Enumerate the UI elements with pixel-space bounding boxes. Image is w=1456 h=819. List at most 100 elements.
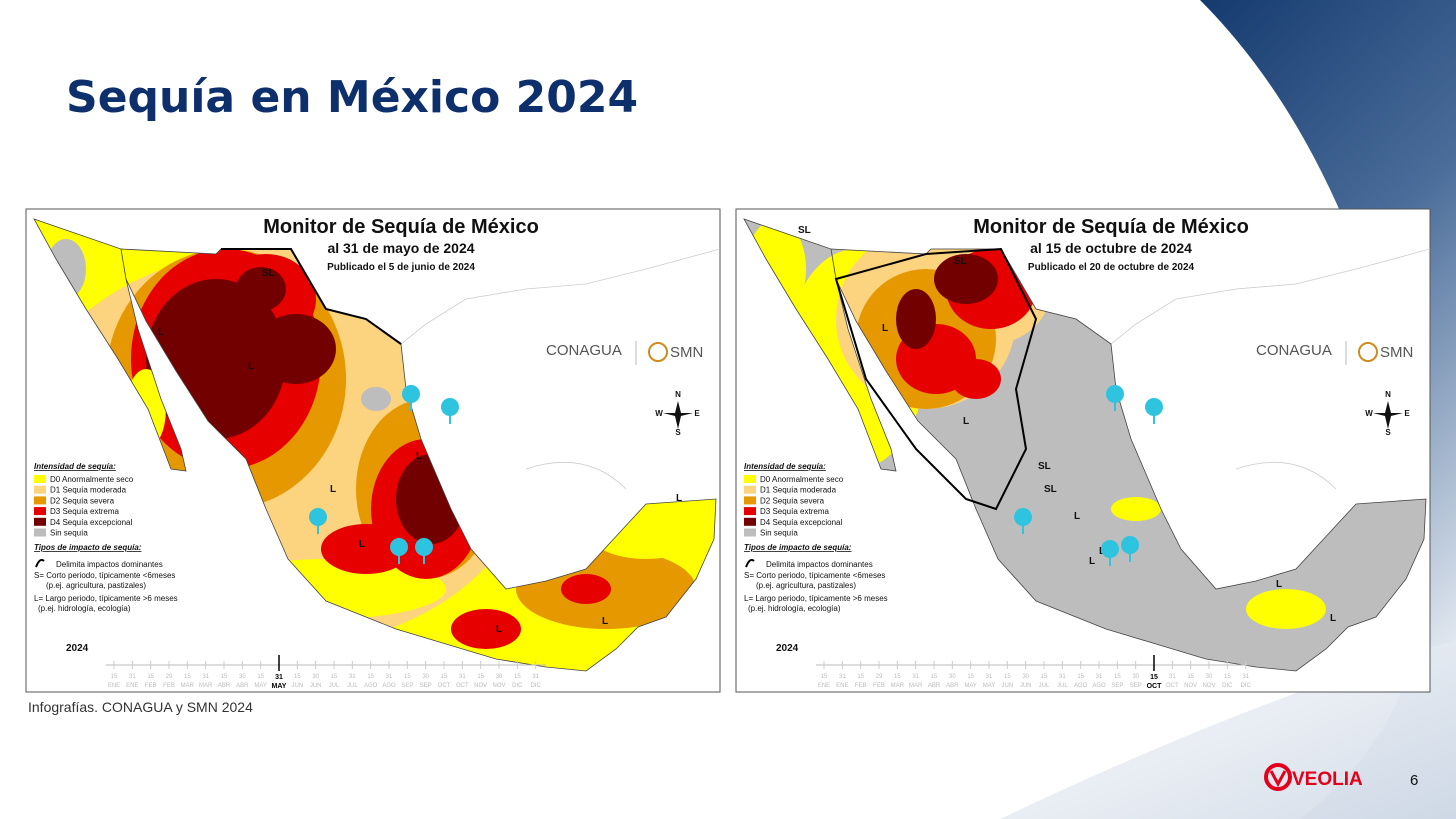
drought-area [236,267,286,311]
pin [1145,398,1163,416]
timeline-month: AGO [382,683,396,689]
timeline-month: JUN [1001,683,1013,689]
region-label: L [1276,579,1282,590]
timeline-day: 30 [1022,674,1029,680]
legend-label: D0 Anormalmente seco [760,475,844,484]
map-published: Publicado el 5 de junio de 2024 [327,262,475,273]
legend-swatch [34,528,46,537]
timeline-day: 31 [459,674,466,680]
timeline-day: 29 [876,674,883,680]
timeline-day: 31 [986,674,993,680]
drought-area [361,387,391,411]
timeline-day: 15 [184,674,191,680]
current-day: 15 [1150,674,1158,681]
timeline-month: ABR [928,683,941,689]
timeline-month: JUN [310,683,322,689]
compass-letter: S [1385,428,1391,437]
map-date: al 31 de mayo de 2024 [327,240,474,256]
legend-swatch [744,528,756,537]
logo-smn: SMN [670,344,703,361]
pin [441,398,459,416]
timeline-year: 2024 [66,643,89,654]
timeline-day: 15 [1077,674,1084,680]
timeline-month: JUL [1057,683,1068,689]
timeline-day: 15 [257,674,264,680]
impact-text: (p.ej. agricultura, pastizales) [756,581,856,590]
timeline-month: NOV [1202,683,1215,689]
timeline-month: NOV [492,683,505,689]
region-label: L [158,327,164,338]
region-label: SL [1038,461,1051,472]
region-label: L [248,361,254,372]
drought-map: SL L L L L L L L L Monitor de Sequía de México al … [25,208,721,693]
timeline-month: SEP [1130,683,1142,689]
decor-arc [1200,0,1456,819]
timeline-month: AGO [1074,683,1088,689]
drought-area [256,314,336,384]
timeline-day: 31 [912,674,919,680]
map-title: Monitor de Sequía de México [263,216,539,238]
timeline-month: DIC [530,683,541,689]
drought-area [1246,589,1326,629]
caption: Infografías. CONAGUA y SMN 2024 [28,699,253,715]
timeline-month: JUN [291,683,303,689]
timeline-month: OCT [1166,683,1179,689]
compass-letter: W [655,409,663,418]
timeline-day: 30 [1132,674,1139,680]
impact-text: (p.ej. hidrología, ecología) [38,604,131,613]
impact-text: Delimita impactos dominantes [56,560,163,569]
current-bg [1142,672,1166,691]
timeline-month: NOV [474,683,487,689]
legend-swatch [34,517,46,526]
timeline-month: MAY [964,683,977,689]
pin [1121,536,1139,554]
timeline-month: ENE [836,683,848,689]
timeline-day: 15 [404,674,411,680]
compass [663,401,693,429]
timeline-month: DIC [512,683,523,689]
current-month: MAY [272,683,287,690]
legend-swatch [34,507,46,516]
region-label: L [882,323,888,334]
drought-area [951,359,1001,399]
region-label: L [963,416,969,427]
impact-text: (p.ej. hidrología, ecología) [748,604,841,613]
timeline-day: 30 [422,674,429,680]
timeline-month: SEP [420,683,432,689]
drought-map: SLSLLLSLSLLLLLLMonitor de Sequía de Méxi… [735,208,1431,693]
timeline-month: NOV [1184,683,1197,689]
timeline-day: 31 [1242,674,1249,680]
legend-label: D4 Sequía excepcional [760,518,843,527]
legend-swatch [34,485,46,494]
timeline-day: 30 [1206,674,1213,680]
logo-mark [1358,342,1378,362]
logo-icon [1269,770,1287,788]
map-date: al 15 de octubre de 2024 [1030,240,1192,256]
legend-swatch [744,475,756,483]
impact-heading: Tipos de impacto de sequía: [34,543,142,552]
legend-swatch [34,475,46,483]
timeline-month: JUL [329,683,340,689]
region-label: L [676,493,682,504]
timeline-month: MAY [254,683,267,689]
region-label: L [1330,613,1336,624]
legend-label: D0 Anormalmente seco [50,475,134,484]
timeline-month: SEP [1111,683,1123,689]
timeline-month: DIC [1240,683,1251,689]
timeline-day: 15 [1004,674,1011,680]
slide-title: Sequía en México 2024 [66,72,638,123]
brand-logo: VEOLIA [1264,763,1363,791]
timeline-day: 31 [1169,674,1176,680]
timeline-month: OCT [456,683,469,689]
region-label: SL [262,268,275,279]
timeline-month: MAR [199,683,213,689]
pin [1101,540,1119,558]
pin [415,538,433,556]
compass-letter: S [675,428,681,437]
timeline-day: 15 [821,674,828,680]
compass-letter: E [694,409,700,418]
legend-label: D1 Sequía moderada [760,486,837,495]
page-number: 6 [1410,772,1418,789]
timeline-year: 2024 [776,643,799,654]
